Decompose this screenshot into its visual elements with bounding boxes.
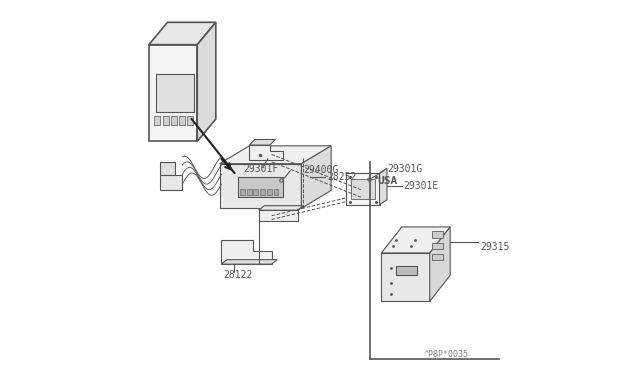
Bar bbox=[346, 173, 380, 205]
Polygon shape bbox=[259, 210, 298, 221]
Text: 29301G: 29301G bbox=[387, 164, 422, 174]
Polygon shape bbox=[220, 146, 331, 164]
Bar bbox=[171, 116, 177, 125]
Polygon shape bbox=[381, 227, 450, 253]
Text: 28122: 28122 bbox=[223, 270, 253, 279]
Bar bbox=[238, 177, 283, 197]
Polygon shape bbox=[160, 175, 182, 190]
Bar bbox=[431, 243, 443, 249]
Polygon shape bbox=[149, 22, 216, 45]
Bar bbox=[179, 116, 185, 125]
Polygon shape bbox=[429, 227, 450, 301]
Polygon shape bbox=[221, 240, 271, 264]
Polygon shape bbox=[197, 22, 216, 141]
Text: 28252: 28252 bbox=[327, 172, 356, 182]
Text: USA: USA bbox=[378, 176, 398, 186]
Polygon shape bbox=[160, 162, 175, 175]
Polygon shape bbox=[221, 260, 277, 264]
Polygon shape bbox=[250, 145, 283, 160]
Text: ^P8P*0035: ^P8P*0035 bbox=[424, 350, 469, 359]
Bar bbox=[431, 231, 443, 238]
Bar bbox=[154, 116, 161, 125]
Text: 29315: 29315 bbox=[480, 243, 509, 252]
Bar bbox=[431, 254, 443, 260]
Bar bbox=[260, 189, 265, 195]
Bar bbox=[273, 189, 278, 195]
Bar bbox=[246, 189, 252, 195]
Bar bbox=[156, 74, 193, 112]
Polygon shape bbox=[259, 206, 303, 210]
Bar bbox=[253, 189, 259, 195]
Text: 29301E: 29301E bbox=[404, 181, 439, 190]
Polygon shape bbox=[149, 45, 197, 141]
Bar bbox=[163, 116, 168, 125]
Bar bbox=[267, 189, 271, 195]
Polygon shape bbox=[380, 168, 387, 205]
Bar bbox=[187, 116, 193, 125]
Text: 29301F: 29301F bbox=[244, 164, 279, 174]
Bar bbox=[351, 179, 375, 199]
Bar bbox=[240, 189, 245, 195]
Polygon shape bbox=[301, 146, 331, 208]
Polygon shape bbox=[250, 140, 275, 145]
Text: 29400G: 29400G bbox=[303, 165, 339, 175]
Polygon shape bbox=[220, 164, 301, 208]
Polygon shape bbox=[381, 253, 429, 301]
Bar bbox=[396, 266, 417, 275]
